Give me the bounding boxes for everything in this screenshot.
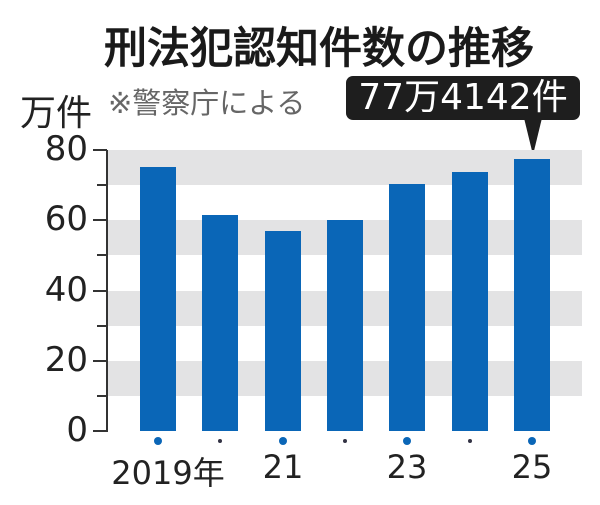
year-dot (468, 439, 472, 443)
y-minor-tick (97, 324, 107, 327)
y-major-tick (93, 430, 107, 432)
bar-2025 (514, 159, 550, 431)
y-axis-line (106, 150, 108, 432)
y-tick-label: 40 (44, 269, 88, 310)
x-tick-label: 25 (511, 448, 553, 486)
y-major-tick (93, 149, 107, 151)
y-tick-label: 80 (44, 129, 88, 169)
bar-2020 (202, 215, 238, 431)
bar-2021 (265, 231, 301, 431)
x-tick-label: 21 (262, 448, 304, 486)
year-dot (279, 437, 287, 445)
bar-2023 (389, 183, 425, 431)
y-major-tick (93, 359, 107, 362)
y-axis-unit: 万件 (20, 93, 93, 134)
value-callout: 77万4142件 (346, 76, 580, 120)
year-dot (154, 437, 162, 445)
year-dot (218, 439, 222, 443)
y-major-tick (93, 289, 107, 292)
y-major-tick (93, 219, 107, 222)
year-dot (528, 437, 536, 445)
grid-band (107, 150, 582, 186)
year-dot (403, 437, 411, 445)
source-note: ※警察庁による (108, 86, 306, 120)
y-tick-label: 20 (44, 339, 88, 380)
year-dot (343, 439, 347, 443)
y-minor-tick (97, 394, 107, 397)
callout-pointer (524, 118, 542, 155)
bar-2019 (140, 166, 176, 431)
y-tick-label: 60 (44, 199, 88, 240)
bar-2024 (452, 171, 488, 431)
x-tick-label: 23 (386, 448, 428, 486)
y-minor-tick (97, 184, 107, 187)
x-tick-label: 2019年 (111, 454, 225, 492)
y-tick-label: 0 (66, 410, 88, 450)
y-minor-tick (97, 254, 107, 257)
chart-title: 刑法犯認知件数の推移 (104, 24, 534, 74)
bar-2022 (327, 219, 363, 431)
